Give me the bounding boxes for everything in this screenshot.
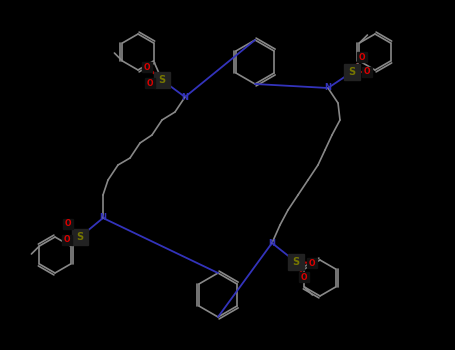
Bar <box>63 219 73 229</box>
Bar <box>307 258 317 268</box>
Text: S: S <box>158 75 166 85</box>
Bar <box>72 229 88 245</box>
Bar <box>344 64 360 80</box>
Bar <box>357 52 367 62</box>
Bar <box>145 78 155 88</box>
Text: O: O <box>144 63 150 71</box>
Bar <box>299 272 309 282</box>
Text: N: N <box>268 238 275 247</box>
Bar <box>362 67 372 77</box>
Text: O: O <box>147 78 153 88</box>
Text: S: S <box>349 67 355 77</box>
Bar <box>288 254 304 270</box>
Text: N: N <box>182 92 188 102</box>
Text: O: O <box>359 52 365 62</box>
Text: N: N <box>324 84 332 92</box>
Bar <box>62 235 72 245</box>
Text: O: O <box>65 219 71 229</box>
Text: O: O <box>301 273 307 281</box>
Bar <box>154 72 170 88</box>
Text: N: N <box>100 214 106 223</box>
Text: O: O <box>309 259 315 267</box>
Bar <box>142 62 152 72</box>
Text: O: O <box>364 68 370 77</box>
Text: O: O <box>64 236 70 245</box>
Text: S: S <box>76 232 84 242</box>
Text: S: S <box>293 257 299 267</box>
